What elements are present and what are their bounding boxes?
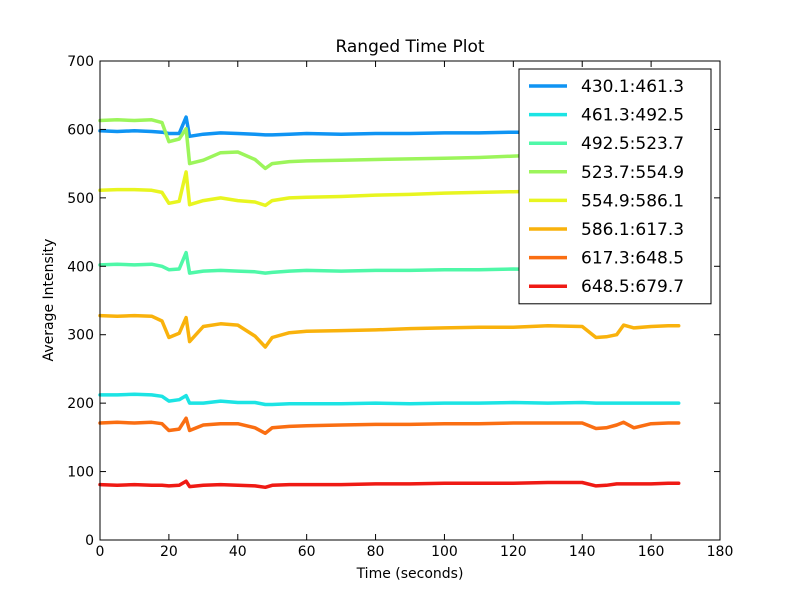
x-axis: 0 20 40 60 80 100 120 140 160 180	[96, 61, 734, 560]
x-tick-label: 60	[298, 544, 316, 560]
series-line-7	[98, 416, 681, 436]
chart-title: Ranged Time Plot	[335, 37, 484, 57]
x-tick-label: 180	[707, 544, 734, 560]
legend-box	[518, 68, 712, 305]
y-tick-label: 400	[67, 259, 94, 275]
y-tick-label: 500	[67, 191, 94, 207]
legend-label-8: 648.5:679.7	[581, 277, 684, 297]
legend-label-6: 586.1:617.3	[581, 220, 684, 240]
x-tick-label: 160	[638, 544, 665, 560]
y-tick-label: 200	[67, 396, 94, 412]
x-tick-label: 100	[431, 544, 458, 560]
x-axis-title: Time (seconds)	[356, 566, 464, 582]
legend-label-4: 523.7:554.9	[581, 163, 684, 183]
x-tick-label: 80	[367, 544, 385, 560]
legend-label-3: 492.5:523.7	[581, 134, 684, 154]
plot-lines	[98, 115, 681, 490]
legend-label-5: 554.9:586.1	[581, 191, 684, 211]
y-axis-title: Average Intensity	[41, 239, 57, 362]
plot-frame	[99, 60, 721, 541]
y-tick-label: 600	[67, 122, 94, 138]
series-line-6	[98, 313, 681, 349]
legend-label-2: 461.3:492.5	[581, 106, 684, 126]
series-line-8	[98, 479, 681, 490]
legend-label-1: 430.1:461.3	[581, 77, 684, 97]
x-tick-label: 120	[500, 544, 527, 560]
y-tick-label: 100	[67, 465, 94, 481]
y-tick-label: 0	[85, 533, 94, 549]
y-tick-label: 300	[67, 328, 94, 344]
x-tick-label: 140	[569, 544, 596, 560]
x-tick-label: 20	[160, 544, 178, 560]
x-tick-label: 40	[229, 544, 247, 560]
series-line-2	[98, 392, 681, 407]
x-tick-label: 0	[96, 544, 105, 560]
y-axis: 0 100 200 300 400 500 600 700	[67, 54, 720, 549]
legend: 430.1:461.3 461.3:492.5 492.5:523.7 523.7:5…	[518, 68, 712, 305]
y-tick-label: 700	[67, 54, 94, 70]
legend-label-7: 617.3:648.5	[581, 249, 684, 269]
